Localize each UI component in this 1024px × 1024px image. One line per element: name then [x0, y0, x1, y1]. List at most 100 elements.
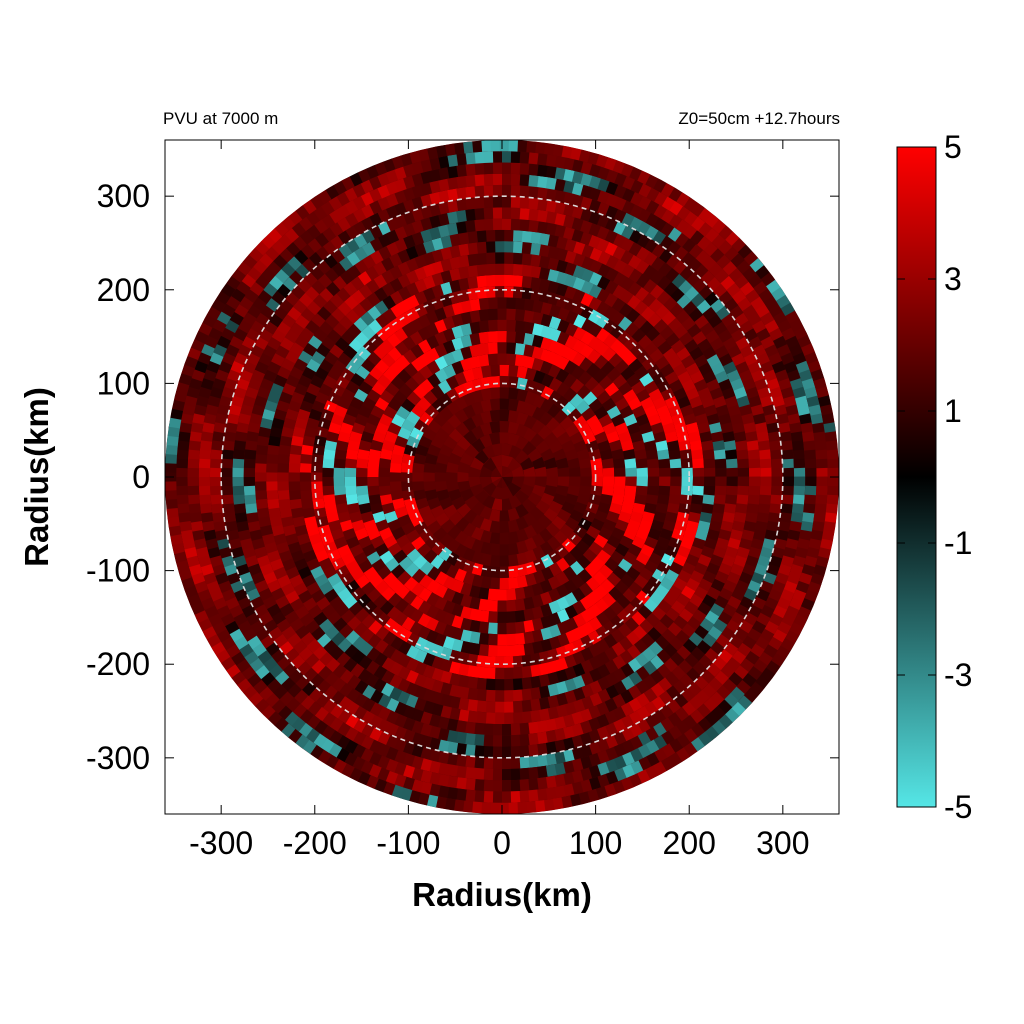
heatmap-cell: [352, 221, 367, 236]
heatmap-cell: [609, 324, 625, 339]
heatmap-cell: [460, 323, 472, 337]
heatmap-cell: [702, 448, 715, 460]
heatmap-cell: [492, 735, 503, 747]
heatmap-cell: [345, 494, 359, 506]
heatmap-cell: [723, 502, 737, 514]
heatmap-cell: [698, 731, 713, 747]
heatmap-cell: [467, 676, 479, 689]
heatmap-cell: [628, 268, 643, 283]
heatmap-cell: [314, 391, 329, 405]
heatmap-cell: [596, 651, 611, 666]
heatmap-cell: [671, 665, 687, 681]
heatmap-cell: [322, 565, 338, 580]
heatmap-cell: [517, 801, 528, 814]
heatmap-cell: [766, 520, 780, 532]
heatmap-cell: [357, 271, 372, 286]
heatmap-cell: [631, 380, 646, 395]
heatmap-cell: [211, 503, 224, 515]
heatmap-cell: [350, 567, 365, 582]
heatmap-cell: [612, 780, 626, 794]
heatmap-cell: [394, 598, 410, 613]
heatmap-cell: [469, 321, 481, 335]
heatmap-cell: [709, 247, 725, 263]
heatmap-cell: [704, 647, 720, 663]
heatmap-cell: [413, 453, 427, 465]
heatmap-cell: [567, 457, 580, 469]
heatmap-cell: [360, 358, 376, 373]
heatmap-cell: [324, 267, 339, 283]
heatmap-cell: [389, 290, 404, 306]
heatmap-cell: [710, 511, 724, 523]
heatmap-cell: [613, 172, 627, 187]
heatmap-cell: [635, 527, 650, 541]
heatmap-cell: [210, 494, 223, 505]
heatmap-cell: [582, 548, 598, 563]
heatmap-cell: [652, 217, 667, 232]
heatmap-cell: [422, 251, 436, 266]
heatmap-cell: [695, 528, 709, 541]
heatmap-cell: [749, 681, 765, 696]
heatmap-cell: [302, 391, 317, 405]
heatmap-cell: [478, 342, 490, 356]
heatmap-cell: [471, 514, 485, 529]
heatmap-cell: [576, 384, 591, 400]
heatmap-cell: [636, 705, 651, 721]
heatmap-cell: [247, 304, 262, 319]
heatmap-cell: [530, 242, 541, 256]
heatmap-cell: [545, 729, 558, 743]
heatmap-cell: [356, 458, 369, 469]
heatmap-cell: [650, 669, 665, 684]
heatmap-cell: [249, 281, 265, 297]
heatmap-cell: [505, 331, 516, 343]
heatmap-cell: [561, 145, 573, 159]
heatmap-cell: [314, 706, 330, 722]
heatmap-cell: [379, 494, 393, 506]
heatmap-cell: [255, 490, 268, 501]
heatmap-cell: [556, 680, 569, 695]
heatmap-cell: [184, 395, 198, 408]
heatmap-cell: [739, 657, 755, 673]
heatmap-cell: [576, 554, 592, 570]
heatmap-cell: [571, 182, 584, 196]
heatmap-cell: [431, 656, 445, 670]
heatmap-cell: [506, 588, 517, 601]
heatmap-cell: [592, 570, 608, 586]
heatmap-cell: [790, 430, 804, 442]
heatmap-cell: [745, 386, 759, 399]
heatmap-cell: [644, 238, 658, 253]
heatmap-cell: [377, 565, 392, 580]
heatmap-cell: [312, 498, 325, 510]
heatmap-cell: [759, 494, 771, 505]
heatmap-cell: [537, 765, 549, 779]
heatmap-cell: [528, 789, 539, 802]
heatmap-cell: [580, 256, 594, 271]
heatmap-cell: [624, 485, 637, 496]
heatmap-cell: [745, 430, 758, 442]
heatmap-cell: [317, 633, 332, 648]
heatmap-cell: [826, 494, 839, 505]
heatmap-cell: [771, 485, 783, 496]
heatmap-cell: [739, 537, 753, 550]
heatmap-cell: [524, 390, 537, 405]
heatmap-cell: [634, 493, 647, 505]
heatmap-cell: [456, 731, 468, 745]
heatmap-cell: [456, 153, 467, 166]
heatmap-cell: [456, 777, 468, 790]
heatmap-cell: [681, 467, 693, 477]
heatmap-cell: [770, 449, 783, 460]
heatmap-cell: [353, 622, 369, 637]
heatmap-cell: [690, 646, 706, 661]
heatmap-cell: [532, 533, 546, 548]
heatmap-cell: [596, 549, 612, 564]
heatmap-cell: [838, 485, 839, 496]
heatmap-cell: [391, 155, 404, 170]
heatmap-cell: [390, 453, 404, 465]
heatmap-cell: [312, 294, 328, 309]
heatmap-cell: [251, 369, 265, 383]
heatmap-cell: [492, 467, 502, 477]
heatmap-cell: [199, 503, 213, 514]
heatmap-cell: [458, 674, 470, 688]
heatmap-cell: [237, 413, 251, 425]
heatmap-cell: [600, 360, 615, 376]
heatmap-cell: [485, 230, 496, 242]
